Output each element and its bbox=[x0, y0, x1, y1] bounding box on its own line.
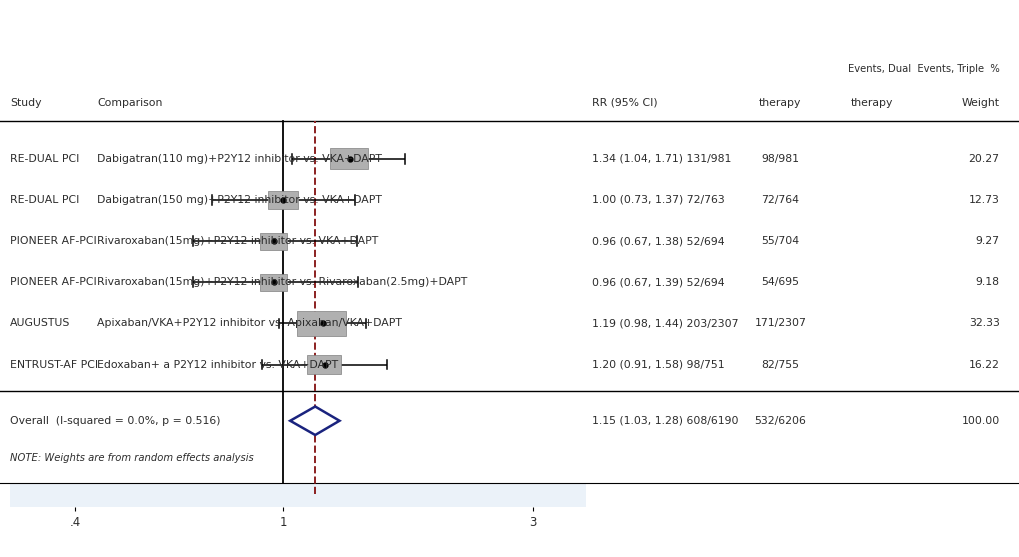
Text: PIONEER AF-PCI: PIONEER AF-PCI bbox=[10, 277, 97, 287]
Text: therapy: therapy bbox=[850, 97, 893, 108]
Text: 9.27: 9.27 bbox=[974, 236, 999, 246]
Text: 9.18: 9.18 bbox=[974, 277, 999, 287]
Text: 532/6206: 532/6206 bbox=[754, 416, 805, 426]
Polygon shape bbox=[298, 311, 345, 336]
Text: 54/695: 54/695 bbox=[760, 277, 799, 287]
Polygon shape bbox=[267, 190, 298, 209]
Polygon shape bbox=[260, 274, 287, 291]
Text: 82/755: 82/755 bbox=[760, 360, 799, 370]
Text: 0.96 (0.67, 1.39) 52/694: 0.96 (0.67, 1.39) 52/694 bbox=[591, 277, 723, 287]
Text: RE-DUAL PCI: RE-DUAL PCI bbox=[10, 154, 79, 164]
Text: 1.19 (0.98, 1.44) 203/2307: 1.19 (0.98, 1.44) 203/2307 bbox=[591, 319, 738, 329]
Text: Study: Study bbox=[10, 97, 42, 108]
Text: 171/2307: 171/2307 bbox=[754, 319, 805, 329]
Text: 12.73: 12.73 bbox=[968, 195, 999, 205]
Polygon shape bbox=[289, 407, 339, 435]
Text: 1.00 (0.73, 1.37) 72/763: 1.00 (0.73, 1.37) 72/763 bbox=[591, 195, 723, 205]
Text: 0.96 (0.67, 1.38) 52/694: 0.96 (0.67, 1.38) 52/694 bbox=[591, 236, 723, 246]
Text: Dabigatran(110 mg)+P2Y12 inhibitor vs. VKA+DAPT: Dabigatran(110 mg)+P2Y12 inhibitor vs. V… bbox=[97, 154, 381, 164]
Text: AUGUSTUS: AUGUSTUS bbox=[10, 319, 70, 329]
Text: NOTE: Weights are from random effects analysis: NOTE: Weights are from random effects an… bbox=[10, 453, 254, 463]
Text: Overall  (I-squared = 0.0%, p = 0.516): Overall (I-squared = 0.0%, p = 0.516) bbox=[10, 416, 220, 426]
Text: Dabigatran(150 mg)+P2Y12 inhibitor vs. VKA+DAPT: Dabigatran(150 mg)+P2Y12 inhibitor vs. V… bbox=[97, 195, 381, 205]
Text: 1.15 (1.03, 1.28) 608/6190: 1.15 (1.03, 1.28) 608/6190 bbox=[591, 416, 738, 426]
Text: ENTRUST-AF PCI: ENTRUST-AF PCI bbox=[10, 360, 98, 370]
Text: 1.20 (0.91, 1.58) 98/751: 1.20 (0.91, 1.58) 98/751 bbox=[591, 360, 723, 370]
Bar bbox=[10, 482, 586, 507]
Text: 32.33: 32.33 bbox=[968, 319, 999, 329]
Text: Events, Dual  Events, Triple  %: Events, Dual Events, Triple % bbox=[847, 64, 999, 74]
Text: Edoxaban+ a P2Y12 inhibitor vs. VKA+DAPT: Edoxaban+ a P2Y12 inhibitor vs. VKA+DAPT bbox=[97, 360, 337, 370]
Text: 72/764: 72/764 bbox=[760, 195, 799, 205]
Text: RR (95% CI): RR (95% CI) bbox=[591, 97, 656, 108]
Text: RE-DUAL PCI: RE-DUAL PCI bbox=[10, 195, 79, 205]
Text: 16.22: 16.22 bbox=[968, 360, 999, 370]
Text: Apixaban/VKA+P2Y12 inhibitor vs. Apixaban/VKA+DAPT: Apixaban/VKA+P2Y12 inhibitor vs. Apixaba… bbox=[97, 319, 401, 329]
Text: 20.27: 20.27 bbox=[968, 154, 999, 164]
Text: 1.34 (1.04, 1.71) 131/981: 1.34 (1.04, 1.71) 131/981 bbox=[591, 154, 731, 164]
Text: Rivaroxaban(15mg)+P2Y12 inhibitor vs. VKA+DAPT: Rivaroxaban(15mg)+P2Y12 inhibitor vs. VK… bbox=[97, 236, 378, 246]
Text: 55/704: 55/704 bbox=[760, 236, 799, 246]
Text: 100.00: 100.00 bbox=[961, 416, 999, 426]
Polygon shape bbox=[260, 233, 287, 250]
Text: PIONEER AF-PCI: PIONEER AF-PCI bbox=[10, 236, 97, 246]
Polygon shape bbox=[307, 355, 340, 374]
Polygon shape bbox=[330, 148, 368, 169]
Text: 98/981: 98/981 bbox=[760, 154, 799, 164]
Text: Comparison: Comparison bbox=[97, 97, 162, 108]
Text: therapy: therapy bbox=[758, 97, 801, 108]
Text: Weight: Weight bbox=[961, 97, 999, 108]
Text: Rivaroxaban(15mg)+P2Y12 inhibitor vs. Rivaroxaban(2.5mg)+DAPT: Rivaroxaban(15mg)+P2Y12 inhibitor vs. Ri… bbox=[97, 277, 467, 287]
